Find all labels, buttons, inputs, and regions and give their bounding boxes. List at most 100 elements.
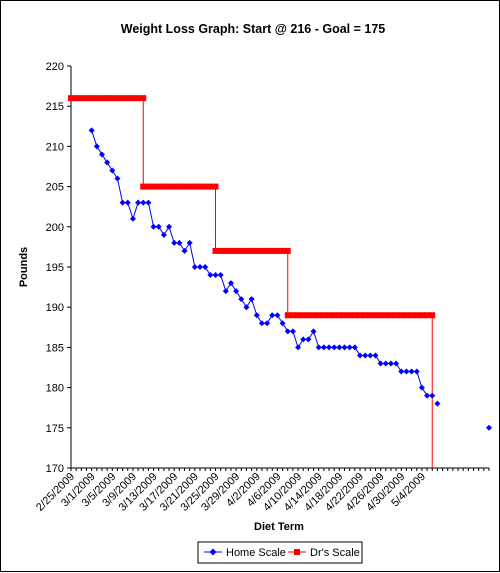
y-tick-label: 220: [46, 61, 64, 73]
drs-scale-point: [320, 312, 327, 319]
drs-scale-point: [289, 312, 296, 319]
drs-scale-point: [88, 95, 95, 102]
drs-scale-point: [212, 247, 219, 254]
y-tick-label: 185: [46, 342, 64, 354]
home-scale-point: [114, 175, 121, 182]
home-scale-point: [238, 296, 245, 303]
drs-scale-point: [207, 183, 214, 190]
home-scale-point: [403, 368, 410, 375]
drs-scale-point: [398, 312, 405, 319]
drs-scale-point: [377, 312, 384, 319]
drs-scale-point: [150, 183, 157, 190]
home-scale-point: [408, 368, 415, 375]
home-scale-point: [413, 368, 420, 375]
home-scale-point: [289, 328, 296, 335]
y-tick-label: 195: [46, 262, 64, 274]
legend-dr-marker: [294, 549, 300, 555]
drs-scale-point: [336, 312, 343, 319]
home-scale-point: [253, 312, 260, 319]
home-scale-point: [264, 320, 271, 327]
home-scale-point: [279, 320, 286, 327]
drs-scale-point: [315, 312, 322, 319]
drs-scale-point: [197, 183, 204, 190]
home-scale-point: [284, 328, 291, 335]
y-tick-label: 170: [46, 463, 64, 475]
drs-scale-point: [166, 183, 173, 190]
home-scale-point: [202, 264, 209, 270]
series-home-scale: [88, 127, 492, 431]
drs-scale-point: [372, 312, 379, 319]
drs-scale-point: [264, 247, 271, 254]
drs-scale-point: [222, 247, 229, 254]
home-scale-point: [486, 424, 492, 431]
home-scale-point: [124, 199, 131, 206]
home-scale-point: [372, 352, 379, 359]
drs-scale-point: [243, 247, 250, 254]
drs-scale-point: [326, 312, 333, 319]
chart-title: Weight Loss Graph: Start @ 216 - Goal = …: [121, 22, 386, 36]
home-scale-point: [171, 239, 178, 246]
drs-scale-point: [367, 312, 374, 319]
drs-scale-point: [176, 183, 183, 190]
drs-scale-point: [274, 247, 281, 254]
drs-scale-point: [408, 312, 415, 319]
home-scale-point: [93, 143, 100, 150]
home-scale-point: [382, 360, 389, 367]
drs-scale-point: [78, 95, 85, 102]
home-scale-point: [129, 215, 136, 222]
home-scale-point: [186, 239, 193, 246]
drs-scale-point: [73, 95, 80, 102]
drs-scale-point: [93, 95, 100, 102]
drs-scale-point: [413, 312, 420, 319]
home-scale-point: [243, 304, 250, 311]
drs-scale-point: [104, 95, 111, 102]
y-tick-label: 215: [46, 101, 64, 113]
drs-scale-point: [248, 247, 255, 254]
home-scale-point: [320, 344, 327, 351]
drs-scale-point: [202, 183, 209, 190]
home-scale-point: [140, 199, 147, 206]
drs-scale-point: [135, 95, 142, 102]
legend-dr-label: Dr's Scale: [310, 547, 360, 559]
y-axis-title: Pounds: [18, 247, 30, 287]
home-scale-point: [155, 223, 162, 230]
home-scale-point: [258, 320, 265, 327]
home-scale-point: [181, 247, 188, 254]
home-scale-point: [248, 296, 255, 303]
drs-scale-point: [140, 95, 147, 102]
home-scale-point: [160, 231, 167, 238]
drs-scale-point: [186, 183, 193, 190]
home-scale-point: [98, 151, 105, 158]
drs-scale-point: [227, 247, 234, 254]
home-scale-point: [418, 384, 425, 391]
drs-scale-point: [403, 312, 410, 319]
home-scale-point: [326, 344, 333, 351]
drs-scale-point: [181, 183, 188, 190]
y-tick-label: 200: [46, 222, 64, 234]
drs-scale-point: [305, 312, 312, 319]
y-tick-label: 190: [46, 302, 64, 314]
home-scale-point: [393, 360, 400, 367]
home-scale-point: [166, 223, 173, 230]
drs-scale-point: [114, 95, 121, 102]
home-scale-point: [222, 288, 229, 295]
y-tick-label: 205: [46, 182, 64, 194]
home-scale-point: [336, 344, 343, 351]
x-axis-ticks: 2/25/20093/1/20093/5/20093/9/20093/13/20…: [34, 468, 490, 514]
plot-area: [71, 66, 489, 468]
home-scale-point: [109, 167, 116, 174]
home-scale-point: [217, 272, 224, 279]
y-tick-label: 180: [46, 383, 64, 395]
home-scale-point: [387, 360, 394, 367]
home-scale-point: [269, 312, 276, 319]
home-scale-point: [233, 288, 240, 295]
drs-scale-point: [429, 312, 436, 319]
home-scale-point: [150, 223, 157, 230]
drs-scale-point: [191, 183, 198, 190]
drs-scale-point: [351, 312, 358, 319]
drs-scale-point: [382, 312, 389, 319]
drs-scale-point: [393, 312, 400, 319]
drs-scale-point: [98, 95, 105, 102]
